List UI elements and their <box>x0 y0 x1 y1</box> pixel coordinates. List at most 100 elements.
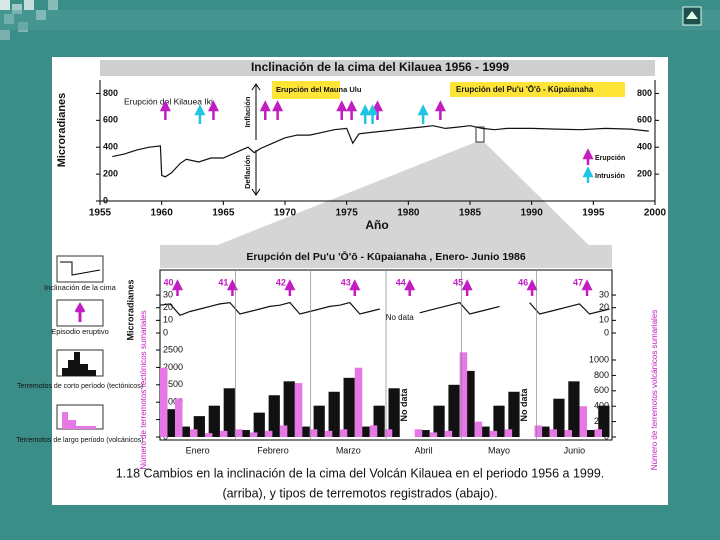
episode-label: 46 <box>518 277 528 287</box>
arrow-marker <box>404 279 416 296</box>
histogram-bar <box>463 370 475 437</box>
x-tick-label: Abril <box>415 445 433 455</box>
histogram-bar <box>234 429 243 437</box>
arrow-marker <box>417 104 429 124</box>
histogram-bar <box>328 391 340 437</box>
caption: (arriba), y tipos de terremotos registra… <box>222 486 497 500</box>
y-tick-label: 200 <box>637 168 652 178</box>
episode-label: 40 <box>163 277 173 287</box>
nav-icon[interactable] <box>682 6 702 26</box>
chart-title: Erupción del Pu'u 'Ō'ō - Kūpaianaha , En… <box>246 251 526 263</box>
y-tick-label: 1500 <box>163 379 183 389</box>
x-tick-label: 1980 <box>397 208 420 219</box>
legend-label: Terremotos de largo período (volcánicos) <box>16 437 143 444</box>
histogram-bar <box>324 430 333 437</box>
annotation: Inflación <box>243 96 252 127</box>
histogram-bar <box>388 388 400 437</box>
histogram-bar <box>444 430 453 437</box>
arrow-marker <box>346 100 358 120</box>
histogram-bar <box>178 426 190 437</box>
y-axis-label: Número de terremotos volcánicos sumarial… <box>650 310 659 471</box>
y-tick-label: 0 <box>163 327 168 337</box>
legend-label: Inclinación de la cima <box>44 283 117 292</box>
zoom-box <box>475 126 485 143</box>
histogram-bar <box>598 405 610 437</box>
histogram-bar <box>253 412 265 437</box>
top-band <box>0 10 720 30</box>
x-tick-label: 1990 <box>521 208 544 219</box>
x-tick-label: 2000 <box>644 208 667 219</box>
histogram-bar <box>474 421 483 437</box>
histogram-bar <box>504 429 513 437</box>
histogram-bar <box>583 430 595 437</box>
histogram-bar <box>283 381 295 437</box>
y-tick-label: 0 <box>103 195 108 205</box>
arrow-marker <box>272 100 284 120</box>
x-tick-label: 1975 <box>336 208 359 219</box>
episode-label: 47 <box>573 277 583 287</box>
highlight-box <box>272 81 340 99</box>
y-tick-label: 400 <box>637 142 652 152</box>
histogram-bar <box>358 426 370 437</box>
histogram-bar <box>354 367 363 437</box>
x-tick-label: 1960 <box>151 208 174 219</box>
arrow-marker <box>461 279 473 296</box>
histogram-bar <box>294 383 303 437</box>
y-tick-label: 800 <box>594 370 609 380</box>
y-axis-label: Microradianes <box>125 279 135 340</box>
arrow-marker <box>582 148 594 165</box>
annotation: Erupción del Mauna Ulu <box>276 85 362 94</box>
arrow-marker <box>336 100 348 120</box>
histogram-bar <box>489 430 498 437</box>
histogram-bar <box>249 432 258 437</box>
arrow-marker <box>581 279 593 296</box>
histogram-bar <box>163 409 175 437</box>
x-axis-label: Año <box>365 218 388 232</box>
histogram-bar <box>579 406 588 437</box>
histogram-bar <box>268 395 280 437</box>
title-bar <box>100 60 655 76</box>
histogram-bar <box>493 405 505 437</box>
y-tick-label: 600 <box>637 115 652 125</box>
histogram-bar <box>549 429 558 437</box>
highlight-box <box>450 82 625 97</box>
histogram-bar <box>313 405 325 437</box>
zoom-header <box>160 245 612 268</box>
arrow-marker <box>284 279 296 296</box>
y-axis-label: Número de terremotos tectónicos sumarial… <box>139 310 148 469</box>
episode-label: 41 <box>218 277 228 287</box>
x-tick-label: 1995 <box>582 208 605 219</box>
annotation: Deflación <box>243 155 252 189</box>
arrow-marker <box>226 279 238 296</box>
arrow-marker <box>526 279 538 296</box>
histogram-bar <box>208 405 220 437</box>
histogram-bar <box>373 405 385 437</box>
histogram-bar <box>429 432 438 437</box>
episode-label: 43 <box>341 277 351 287</box>
annotation: No data <box>399 388 409 422</box>
histogram-bar <box>219 430 228 437</box>
y-tick-label: 0 <box>604 327 609 337</box>
x-tick-label: Marzo <box>336 445 361 455</box>
y-tick-label: 20 <box>599 302 609 312</box>
histogram-bar <box>384 429 393 437</box>
annotation: Erupción del Kilauea Iki <box>124 96 213 106</box>
histogram-bar <box>279 425 288 437</box>
histogram-bar <box>418 430 430 437</box>
tilt-line <box>112 125 649 178</box>
histogram-bar <box>298 426 310 437</box>
x-tick-label: Enero <box>186 445 210 455</box>
y-tick-label: 600 <box>594 385 609 395</box>
histogram-bar <box>414 429 423 437</box>
x-tick-label: Mayo <box>488 445 510 455</box>
annotation: No data <box>386 313 415 322</box>
x-tick-label: 1965 <box>212 208 235 219</box>
y-tick-label: 10 <box>163 315 173 325</box>
axis-frame <box>99 80 656 202</box>
histogram-bar <box>339 429 348 437</box>
episode-label: 45 <box>453 277 463 287</box>
y-tick-label: 20 <box>163 302 173 312</box>
annotation: Erupción del Pu'u 'Ō'ō - Kūpaianaha <box>456 85 594 94</box>
arrow-marker <box>349 279 361 296</box>
